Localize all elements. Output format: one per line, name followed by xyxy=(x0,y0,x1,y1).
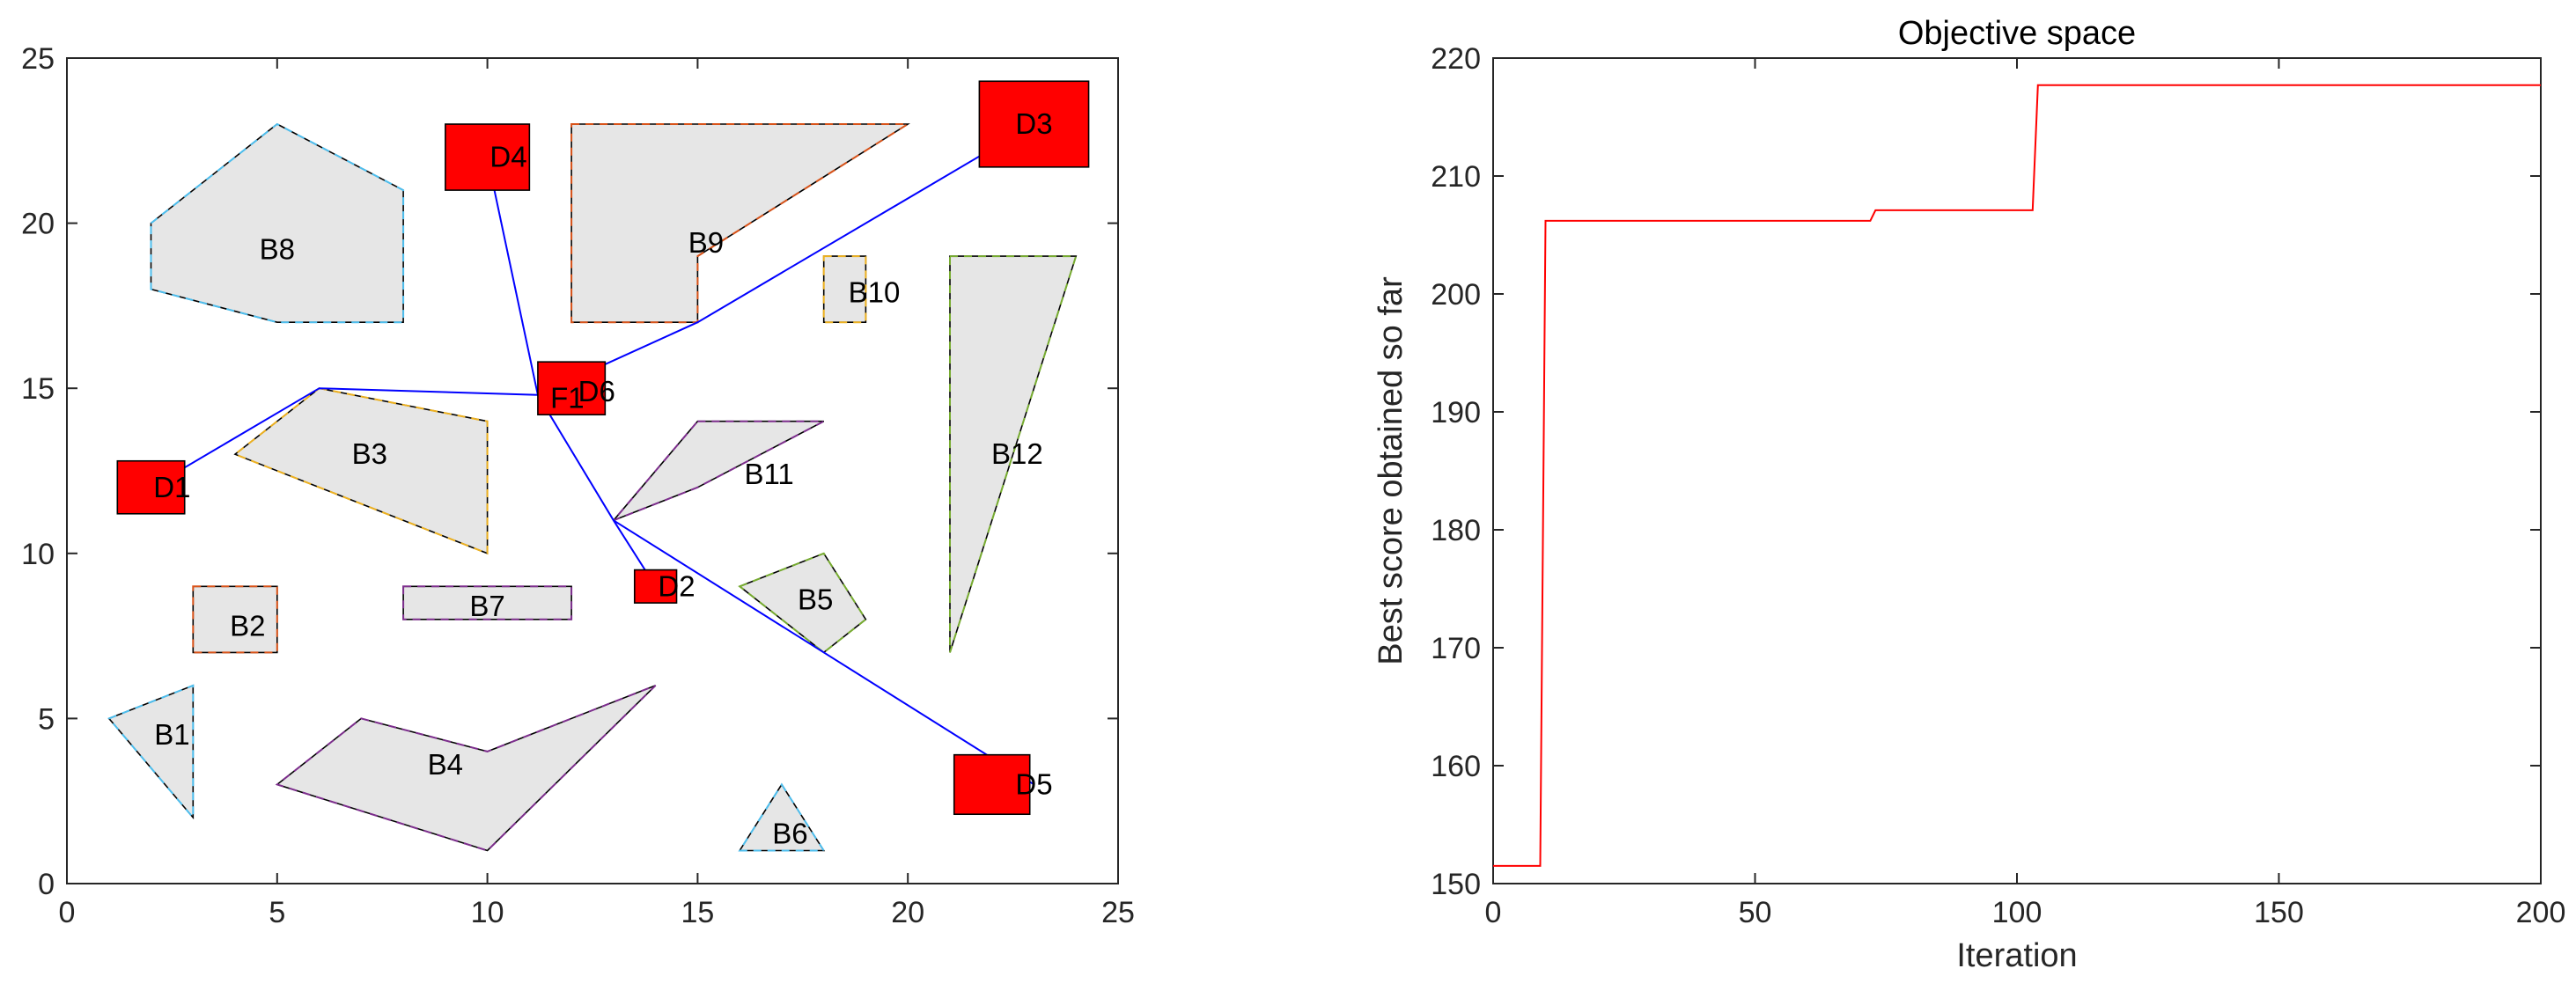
node-d1: D1 xyxy=(116,459,190,515)
y-axis-label: Best score obtained so far xyxy=(1373,276,1409,665)
obstacle-label: B3 xyxy=(352,437,387,470)
obstacle-label: B4 xyxy=(428,748,463,781)
node-d2: D2 xyxy=(633,569,696,604)
obstacle-dash-outline xyxy=(738,782,826,852)
map-ytick-label: 20 xyxy=(21,208,55,241)
node-d4: D4 xyxy=(445,123,531,191)
conv-ytick-label: 220 xyxy=(1431,42,1481,76)
route-label-f1: F1 xyxy=(550,381,585,414)
obstacle-b7: B7 xyxy=(402,585,573,622)
node-label: D2 xyxy=(658,569,695,602)
obstacle-label: B5 xyxy=(798,583,833,615)
obstacle-dash-outline xyxy=(570,123,911,324)
node-label: D6 xyxy=(578,375,615,407)
x-axis-label: Iteration xyxy=(1956,937,2077,974)
obstacle-b11: B11 xyxy=(613,420,825,522)
map-xtick-label: 5 xyxy=(269,896,285,929)
map-ytick-label: 10 xyxy=(21,538,55,571)
obstacle-label: B9 xyxy=(688,226,724,259)
node-d5: D5 xyxy=(953,753,1053,816)
obstacle-label: B7 xyxy=(469,590,504,622)
obstacle-dash-outline xyxy=(107,684,195,820)
obstacle-label: B6 xyxy=(772,818,807,850)
map-xtick-label: 0 xyxy=(59,896,76,929)
conv-xtick-label: 50 xyxy=(1739,896,1772,929)
conv-ytick-label: 150 xyxy=(1431,868,1481,901)
conv-ytick-label: 190 xyxy=(1431,396,1481,429)
conv-xtick-label: 200 xyxy=(2516,896,2566,929)
conv-ytick-label: 210 xyxy=(1431,160,1481,194)
map-xtick-label: 25 xyxy=(1101,896,1135,929)
conv-ytick-label: 160 xyxy=(1431,750,1481,783)
obstacle-b6: B6 xyxy=(738,782,826,852)
conv-xtick-label: 0 xyxy=(1485,896,1502,929)
convergence-plot: 0 50 100 150 200 150 160 170 180 190 200 210 220 Obje… xyxy=(1373,15,2565,974)
best-score-line xyxy=(1493,84,2541,867)
obstacle-dash-outline xyxy=(949,255,1078,653)
node-label: D5 xyxy=(1015,767,1052,800)
node-label: D3 xyxy=(1015,107,1052,140)
obstacle-dash-outline xyxy=(402,585,573,620)
obstacle-b3: B3 xyxy=(233,387,489,555)
conv-ytick-label: 200 xyxy=(1431,278,1481,312)
obstacle-b2: B2 xyxy=(192,585,278,654)
obstacle-dash-outline xyxy=(275,684,657,852)
conv-xtick-label: 100 xyxy=(1992,896,2042,929)
node-d3: D3 xyxy=(978,80,1090,168)
map-ytick-label: 15 xyxy=(21,372,55,406)
node-box xyxy=(445,123,531,191)
obstacle-dash-outline xyxy=(822,255,867,324)
map-xtick-label: 10 xyxy=(471,896,504,929)
node-label: D1 xyxy=(153,471,190,503)
node-box xyxy=(978,80,1090,168)
map-xtick-label: 20 xyxy=(891,896,924,929)
node-d6: D6 xyxy=(537,361,615,416)
obstacle-dash-outline xyxy=(150,122,405,324)
node-box xyxy=(953,753,1031,816)
conv-xtick-label: 150 xyxy=(2254,896,2304,929)
map-xtick-label: 15 xyxy=(681,896,714,929)
obstacle-label: B1 xyxy=(154,718,189,751)
obstacle-b9: B9 xyxy=(570,123,911,324)
obstacle-label: B12 xyxy=(991,437,1043,470)
obstacle-b5: B5 xyxy=(738,552,867,654)
node-label: D4 xyxy=(489,141,526,173)
map-ytick-label: 5 xyxy=(38,702,55,736)
obstacle-b12: B12 xyxy=(949,255,1078,653)
obstacle-dash-outline xyxy=(738,552,867,654)
route-line xyxy=(150,387,538,488)
route-line xyxy=(613,519,1035,786)
map-ytick-label: 0 xyxy=(38,868,55,901)
conv-ytick-label: 180 xyxy=(1431,514,1481,547)
node-box xyxy=(116,459,186,515)
obstacle-label: B2 xyxy=(230,609,265,642)
route-line xyxy=(486,157,539,395)
obstacle-b8: B8 xyxy=(150,122,405,324)
node-box xyxy=(633,569,678,604)
map-axes-frame xyxy=(66,57,1119,884)
conv-ytick-label: 170 xyxy=(1431,632,1481,665)
obstacle-label: B8 xyxy=(260,233,295,266)
obstacle-dash-outline xyxy=(233,387,489,555)
obstacle-dash-outline xyxy=(613,420,825,522)
chart-title: Objective space xyxy=(1898,15,2136,52)
obstacle-label: B11 xyxy=(744,458,793,490)
obstacle-label: B10 xyxy=(849,275,901,308)
obstacle-b4: B4 xyxy=(275,684,657,852)
node-box xyxy=(537,361,607,416)
obstacle-dash-outline xyxy=(192,585,278,654)
map-plot: 0 5 10 15 20 25 0 5 10 15 20 25 B1 B2 B3 B4 B5 B6 B7 B8 B9 B1… xyxy=(21,42,1135,929)
obstacle-b10: B10 xyxy=(822,255,901,324)
obstacle-b1: B1 xyxy=(107,684,195,820)
map-ytick-label: 25 xyxy=(21,42,55,76)
